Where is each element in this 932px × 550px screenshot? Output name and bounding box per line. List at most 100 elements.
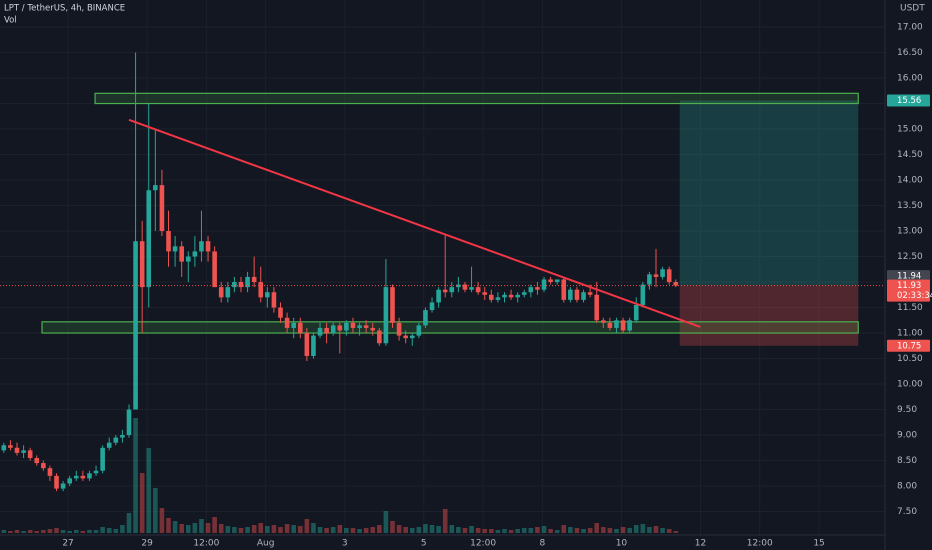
price-label: 11.93 xyxy=(897,281,921,291)
volume-bar xyxy=(317,527,323,533)
volume-label: Vol xyxy=(4,16,17,26)
candle-body xyxy=(416,325,422,336)
volume-bar xyxy=(489,529,494,533)
candle-body xyxy=(462,284,468,290)
volume-bar xyxy=(126,513,132,533)
candle-body xyxy=(666,269,672,283)
volume-bar xyxy=(41,530,46,533)
candle-body xyxy=(409,335,415,339)
candle-body xyxy=(403,335,408,339)
x-tick-label: Aug xyxy=(257,539,275,549)
y-tick-label: 14.50 xyxy=(897,150,923,160)
candle-body xyxy=(429,302,435,311)
volume-bar xyxy=(614,529,619,533)
candle-body xyxy=(113,437,119,443)
candle-body xyxy=(205,241,211,252)
candle-body xyxy=(581,292,586,300)
candle-body xyxy=(330,325,336,334)
target-area xyxy=(679,100,859,286)
volume-bar xyxy=(587,528,593,533)
candle-body xyxy=(508,294,514,298)
x-tick-label: 29 xyxy=(141,539,153,549)
volume-bar xyxy=(633,525,639,533)
volume-bar xyxy=(27,530,33,533)
volume-bar xyxy=(304,519,310,533)
volume-bar xyxy=(80,531,86,533)
candle-body xyxy=(8,445,13,448)
volume-bar xyxy=(8,531,13,533)
volume-bar xyxy=(502,529,507,533)
currency-label: USDT xyxy=(900,4,925,14)
volume-bar xyxy=(179,524,184,533)
price-label: 10.75 xyxy=(897,341,921,351)
candle-body xyxy=(337,325,343,331)
volume-bar xyxy=(330,527,336,533)
price-label-bg xyxy=(887,270,930,283)
y-tick-label: 7.50 xyxy=(897,507,917,517)
volume-bar xyxy=(574,528,580,533)
volume-bar xyxy=(482,529,488,533)
volume-bar xyxy=(245,527,250,533)
volume-bar xyxy=(218,524,224,533)
candle-body xyxy=(192,251,198,257)
volume-bar xyxy=(403,527,408,533)
candle-body xyxy=(423,310,428,326)
volume-bar xyxy=(225,526,231,533)
candle-body xyxy=(601,320,606,323)
candle-body xyxy=(614,320,619,328)
volume-bar xyxy=(416,527,422,533)
volume-bar xyxy=(594,523,600,533)
price-label-bg xyxy=(887,339,930,352)
candle-body xyxy=(383,287,389,344)
y-tick-label: 14.00 xyxy=(897,176,923,186)
candle-body xyxy=(640,284,646,305)
candle-body xyxy=(311,335,316,356)
x-tick-label: 8 xyxy=(540,539,546,549)
candle-body xyxy=(133,241,138,410)
volume-bar xyxy=(106,528,112,533)
volume-bar xyxy=(284,524,290,533)
y-tick-label: 9.50 xyxy=(897,405,917,415)
volume-bar xyxy=(337,525,343,533)
candle-body xyxy=(344,322,349,331)
volume-bar xyxy=(205,523,211,533)
volume-bar xyxy=(14,530,20,533)
volume-bar xyxy=(568,527,573,533)
candle-body xyxy=(436,289,441,303)
y-tick-label: 8.50 xyxy=(897,456,917,466)
volume-bar xyxy=(653,526,659,533)
volume-bar xyxy=(34,531,40,533)
volume-bar xyxy=(311,523,316,533)
volume-bar xyxy=(54,528,59,533)
volume-bar xyxy=(456,527,461,533)
candle-body xyxy=(357,325,362,328)
candle-body xyxy=(67,478,72,484)
volume-bar xyxy=(561,525,567,533)
volume-bar xyxy=(647,527,652,533)
candle-body xyxy=(647,274,652,285)
volume-bar xyxy=(21,531,26,533)
x-tick-label: 27 xyxy=(62,539,73,549)
volume-bar xyxy=(370,527,376,533)
x-tick-label: 12 xyxy=(695,539,706,549)
volume-bar xyxy=(554,530,560,533)
candle-body xyxy=(515,294,520,298)
stop-area xyxy=(679,285,859,346)
volume-bar xyxy=(166,518,171,533)
volume-bar xyxy=(396,525,402,533)
y-tick-label: 9.00 xyxy=(897,431,917,441)
volume-bar xyxy=(60,530,66,533)
volume-bar xyxy=(159,508,165,533)
volume-bar xyxy=(185,525,191,533)
volume-bar xyxy=(87,530,92,533)
volume-bar xyxy=(548,529,553,533)
volume-bar xyxy=(377,525,382,533)
volume-bar xyxy=(508,530,514,533)
x-tick-label: 3 xyxy=(342,539,348,549)
price-label: 15.56 xyxy=(897,96,921,106)
candle-body xyxy=(673,282,679,286)
volume-bar xyxy=(344,528,349,533)
candle-body xyxy=(146,190,152,288)
candle-body xyxy=(653,274,659,277)
candle-body xyxy=(225,287,231,298)
